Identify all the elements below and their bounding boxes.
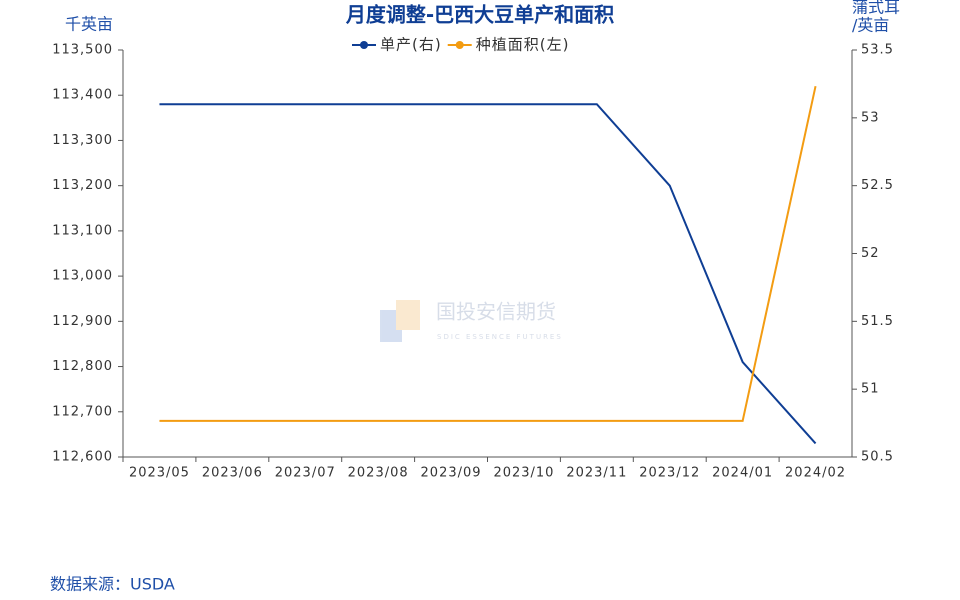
y2-tick-label: 53	[861, 110, 880, 125]
y-tick-label: 113,100	[52, 223, 113, 238]
x-tick-label: 2023/11	[566, 466, 627, 481]
y2-tick-label: 51.5	[861, 314, 894, 329]
legend-label: 单产(右)	[380, 36, 442, 54]
x-tick-label: 2023/10	[493, 466, 554, 481]
x-tick-label: 2023/05	[129, 466, 190, 481]
series-line	[159, 85, 817, 422]
series-line	[159, 103, 817, 445]
y2-tick-label: 52.5	[861, 178, 894, 193]
y-axis-label: 千英亩	[65, 15, 113, 34]
x-tick-label: 2024/02	[785, 466, 846, 481]
y-tick-label: 112,800	[52, 359, 113, 374]
watermark: 国投安信期货 SDIC ESSENCE FUTURES	[380, 300, 563, 342]
y-tick-label: 112,700	[52, 404, 113, 419]
y2-tick-label: 51	[861, 382, 880, 397]
y-tick-label: 113,500	[52, 43, 113, 58]
watermark-text: 国投安信期货	[436, 300, 556, 324]
legend-swatch	[455, 41, 464, 49]
y-tick-label: 113,400	[52, 88, 113, 103]
y-tick-label: 113,300	[52, 133, 113, 148]
x-tick-label: 2023/08	[348, 466, 409, 481]
watermark-logo	[380, 310, 402, 342]
y-tick-label: 113,000	[52, 269, 113, 284]
watermark-text: SDIC ESSENCE FUTURES	[437, 333, 563, 341]
legend-label: 种植面积(左)	[476, 36, 570, 54]
x-tick-label: 2023/06	[202, 466, 263, 481]
watermark-logo	[396, 300, 420, 330]
x-tick-label: 2023/09	[421, 466, 482, 481]
y-tick-label: 113,200	[52, 178, 113, 193]
y2-tick-label: 50.5	[861, 450, 894, 465]
x-tick-label: 2024/01	[712, 466, 773, 481]
x-tick-label: 2023/07	[275, 466, 336, 481]
y-tick-label: 112,900	[52, 314, 113, 329]
y2-axis-label: 蒲式耳	[852, 0, 900, 17]
y2-axis-label: /英亩	[852, 16, 889, 35]
legend-swatch	[360, 41, 368, 49]
y2-tick-label: 53.5	[861, 43, 894, 58]
y2-tick-label: 52	[861, 246, 880, 261]
source: 数据来源：USDA	[50, 575, 175, 594]
y-tick-label: 112,600	[52, 450, 113, 465]
chart-title: 月度调整-巴西大豆单产和面积	[345, 3, 614, 27]
x-tick-label: 2023/12	[639, 466, 700, 481]
